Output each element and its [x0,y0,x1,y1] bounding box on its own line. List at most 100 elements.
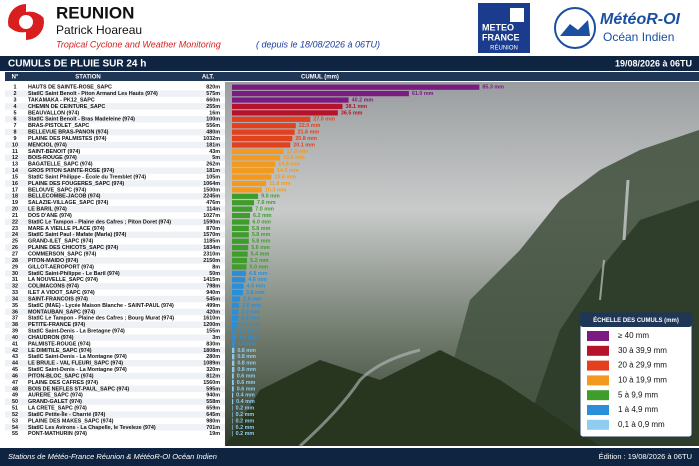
value-label: 9.0 mm [261,194,280,200]
bar [232,212,250,219]
bar [232,168,275,174]
station: PLAINE DES PALMISTES (974) [28,136,107,142]
altitude: 280m [206,354,220,360]
station: COLIMACONS (974) [28,284,79,290]
logo-text: FRANCE [482,32,520,42]
row: 31 LA NOUVELLE_SAPC (974) 1415m 4.6 mm [12,277,267,283]
value-label: 2.0 mm [241,322,260,328]
row-number: 11 [12,149,18,155]
row: 6 StatIC Saint Benoît - Bras Madeleine (9… [5,116,335,123]
value-label: 6.2 mm [253,213,272,219]
row: 43 StatIC Saint-Denis - La Montagne (974)… [12,354,256,360]
altitude: 114m [207,207,221,213]
station: LA NOUVELLE_SAPC (974) [28,277,98,283]
value-label: 0.8 mm [237,348,256,354]
row-number: 54 [12,425,18,431]
station: StatIC (MAE) - Lycée Maison Blanche - SA… [28,303,174,309]
row-number: 20 [12,207,18,213]
row: 7 BRAS-PISTOLET_SAPC 556m 22.0 mm [14,123,321,129]
station: PITON-BLOC_SAPC (974) [28,373,94,379]
subtitle: Tropical Cyclone and Weather Monitoring [56,39,221,49]
row-number: 39 [12,329,18,335]
row: 12 BOIS-ROUGE (974) 5m 16.6 mm [5,154,305,161]
bar [232,129,295,135]
bar [232,354,235,360]
row: 45 StatIC Saint-Denis - La Montagne (974)… [12,367,256,373]
row-number: 8 [14,130,17,136]
value-label: 0.8 mm [237,361,256,367]
bar [232,245,249,251]
row-stripe [5,424,225,431]
station: BELLECOMBE-JACOB (974) [28,194,101,200]
bar [232,193,259,199]
bar [232,315,239,321]
logo-shape [560,20,590,36]
legend-label: ≥ 40 mm [618,331,649,340]
row: 15 StatIC Saint Philippe - École du Tremb… [12,172,296,180]
station: LE BRULE - VAL FLEURI_SAPC (974) [28,361,123,367]
altitude: 820m [206,85,220,91]
station: BEAUVALLON (974) [28,110,79,116]
row: 13 BAGATELLE_SAPC (974) 262m 14.9 mm [12,161,300,168]
row-stripe [5,372,225,380]
row-number: 28 [12,258,18,264]
altitude: 420m [206,309,220,315]
row: 1 HAUTS DE SAINTE-ROSE_SAPC 820m 85.3 mm [14,84,504,91]
bar [232,373,234,379]
row-number: 51 [12,406,18,412]
altitude: 1089m [203,361,220,367]
row-stripe [5,205,225,213]
bar [232,135,293,142]
altitude: 1415m [203,277,220,283]
row-number: 7 [14,123,17,129]
value-label: 1.4 mm [239,335,258,341]
bar [232,341,235,347]
value-label: 0.2 mm [236,425,255,431]
title: REUNION [56,3,134,22]
row-stripe [5,257,225,264]
value-label: 0.2 mm [236,431,255,437]
station: PONT-MATHURIN (974) [28,431,87,437]
legend: ÉCHELLE DES CUMULS (mm) ≥ 40 mm 30 à 39,9… [579,312,693,438]
altitude: 659m [206,406,220,412]
station: HAUTS DE SAINTE-ROSE_SAPC [28,85,112,91]
legend-label: 5 à 9,9 mm [618,390,658,399]
row-number: 3 [14,97,17,103]
row: 3 TAKAMAKA - PK12_SAPC 660m 40.2 mm [14,97,373,103]
station: StatIC Saint Philippe - École du Tremble… [28,172,146,180]
station: GROS PITON SAINTE-ROSE (974) [28,168,114,174]
row: 24 StatIC Saint Paul - Mafate (Marla) (97… [5,231,271,238]
row-number: 26 [12,245,18,251]
altitude: 575m [206,91,220,97]
station: StatIC Saint Benoît - Bras Madeleine (97… [28,117,135,123]
footer-left: Stations de Météo-France Réunion & Météo… [8,452,217,461]
row-number: 30 [12,271,18,277]
row: 10 MENCIOL (974) 181m 20.1 mm [5,141,315,148]
logo-mark [510,8,524,22]
row-stripe [5,282,225,290]
column-label: ALT. [202,75,215,81]
value-label: 2.5 mm [242,303,261,309]
row: 41 PALMISTE-ROUGE (974) 830m 1.0 mm [12,341,257,347]
footer-bar [0,448,699,466]
altitude: 1590m [203,219,220,225]
bar [232,418,233,424]
row-number: 47 [12,380,18,386]
bar [232,277,246,283]
row-number: 37 [12,316,18,322]
legend-header [580,313,692,327]
legend-label: 30 à 39,9 mm [618,346,667,355]
bar [232,155,281,161]
row-number: 50 [12,399,18,405]
value-label: 27.0 mm [313,117,335,123]
altitude: 16m [209,110,220,116]
value-label: 2.8 mm [243,296,262,302]
row: 40 CHAUDRON (974) 3m 1.4 mm [5,334,258,341]
altitude: 2150m [203,258,220,264]
column-header [5,72,699,81]
bar [232,424,233,430]
value-label: 5.2 mm [250,258,269,264]
row-stripe [5,180,225,187]
station: BOIS-ROUGE (974) [28,155,77,161]
row-number: 5 [14,110,17,116]
